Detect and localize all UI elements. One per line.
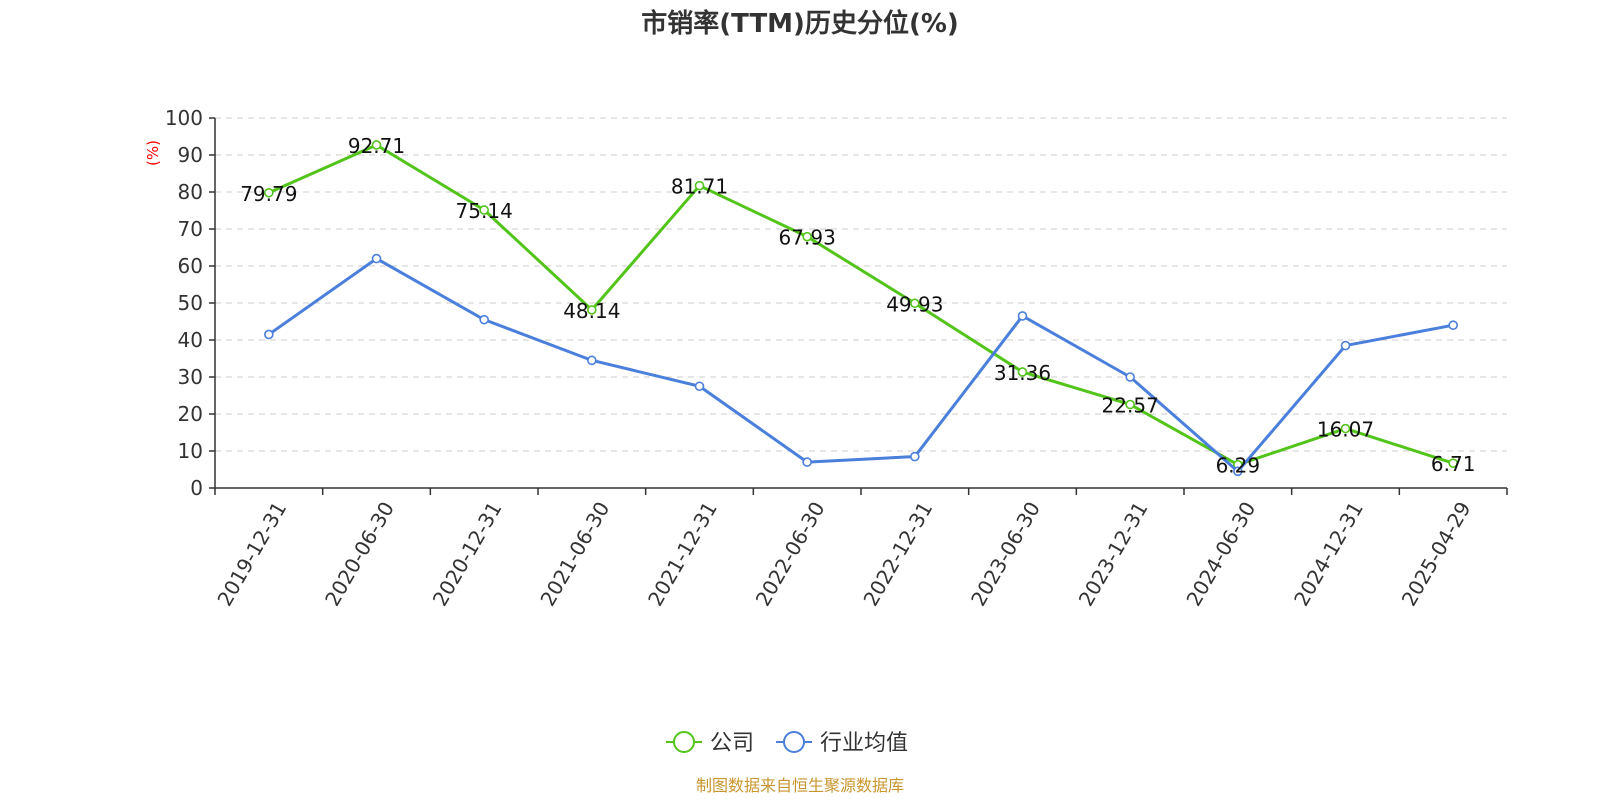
x-tick-label: 2022-12-31 [858, 497, 937, 610]
source-note: 制图数据来自恒生聚源数据库 [696, 776, 904, 795]
y-tick-label: 10 [178, 439, 203, 463]
series-line-1 [268, 143, 1454, 467]
x-tick-label: 2023-06-30 [966, 498, 1045, 611]
y-tick-label: 70 [178, 217, 203, 241]
y-tick-label: 0 [190, 476, 203, 500]
x-tick-label: 2024-06-30 [1181, 498, 1260, 611]
legend: 公司 行业均值 [666, 731, 908, 756]
data-point [264, 187, 274, 198]
y-tick-label: 30 [178, 365, 203, 389]
data-point [479, 205, 489, 215]
x-tick-label: 2019-12-31 [212, 498, 291, 611]
data-label: 81.71 [671, 175, 728, 199]
data-label: 6.71 [1431, 452, 1476, 476]
y-tick-label: 90 [178, 143, 203, 167]
y-tick-label: 60 [178, 254, 203, 278]
data-point [910, 451, 920, 462]
data-point [1125, 372, 1135, 382]
x-tick-label: 2024-12-31 [1289, 498, 1368, 611]
data-point [802, 231, 812, 242]
data-label: 49.93 [886, 292, 943, 316]
data-point [587, 305, 597, 315]
axis-layer: 0 10 20 30 40 50 60 70 80 90 100 2019-12-31 2020-06-… [165, 106, 1508, 611]
legend-label: 行业均值 [820, 731, 908, 756]
data-point [1448, 320, 1458, 331]
data-label: 79.79 [240, 182, 297, 206]
data-label: 16.07 [1317, 418, 1374, 442]
series-line-2 [267, 257, 1454, 473]
data-point [694, 381, 705, 392]
data-label: 67.93 [779, 226, 836, 250]
data-point [264, 329, 274, 340]
data-label: 31.36 [994, 361, 1051, 385]
y-axis-label: (%) [144, 140, 162, 166]
data-point [1017, 367, 1028, 377]
y-tick-label: 40 [178, 328, 203, 352]
series-layer [264, 140, 1458, 477]
data-point [1125, 399, 1135, 410]
data-label: 22.57 [1102, 393, 1159, 417]
data-label: 92.71 [348, 134, 405, 158]
y-tick-label: 20 [178, 402, 203, 426]
data-point [1017, 311, 1028, 321]
y-tick-label: 80 [178, 180, 203, 204]
data-point [1233, 466, 1243, 477]
legend-marker [783, 731, 805, 753]
x-tick-label: 2025-04-29 [1397, 498, 1476, 611]
x-tick-label: 2021-06-30 [535, 498, 614, 611]
grid-layer [215, 117, 1507, 452]
x-tick-label: 2022-06-30 [751, 498, 830, 611]
x-tick-label: 2020-06-30 [320, 498, 399, 611]
data-point [1448, 458, 1458, 468]
data-point [371, 253, 382, 264]
x-tick-label: 2023-12-31 [1074, 498, 1153, 611]
data-point [910, 298, 920, 309]
data-label: 75.14 [456, 199, 513, 223]
data-label: 6.29 [1216, 454, 1261, 478]
y-tick-label: 50 [178, 291, 203, 315]
x-tick-label: 2020-12-31 [428, 497, 507, 610]
data-point [694, 180, 705, 191]
x-tick-label: 2021-12-31 [643, 498, 722, 611]
data-point [1340, 423, 1351, 434]
data-point [1340, 340, 1351, 351]
label-layer: 79.79 92.71 75.14 48.14 81.71 67.93 49.93 31.36… [240, 134, 1475, 478]
data-point [371, 140, 382, 150]
chart-title: 市销率(TTM)历史分位(%) [641, 8, 959, 39]
legend-marker [673, 731, 695, 753]
data-point [587, 355, 597, 366]
data-point [479, 314, 489, 325]
data-label: 48.14 [563, 299, 620, 323]
data-point [802, 457, 812, 467]
legend-label: 公司 [710, 731, 754, 756]
y-tick-label: 100 [165, 106, 203, 130]
